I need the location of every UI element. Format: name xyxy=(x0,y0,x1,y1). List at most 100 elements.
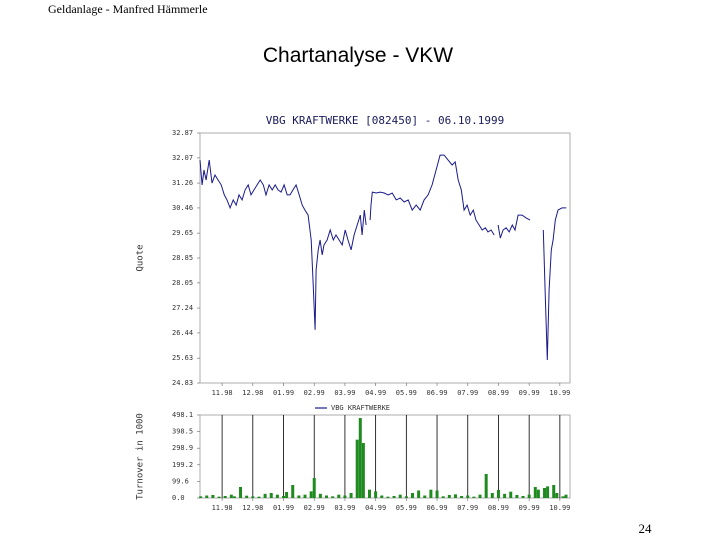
x-tick-label: 10.99 xyxy=(549,389,570,397)
bar xyxy=(239,487,243,498)
bar xyxy=(232,496,236,498)
plot-frame xyxy=(199,414,571,499)
bar xyxy=(318,493,322,498)
bar xyxy=(245,495,249,498)
bar xyxy=(205,495,209,498)
bar xyxy=(282,496,286,498)
bar xyxy=(309,491,313,498)
bar xyxy=(374,491,378,498)
bar xyxy=(490,493,494,498)
x-tick-label: 12.98 xyxy=(242,389,263,397)
y-tick-label: 0.0 xyxy=(172,494,185,502)
bar xyxy=(410,493,414,498)
bar xyxy=(275,494,279,498)
y-tick-label: 25.63 xyxy=(172,354,193,362)
x-tick-label: 09.99 xyxy=(519,389,540,397)
bar xyxy=(496,490,500,498)
bar xyxy=(380,495,384,498)
bar xyxy=(269,493,273,498)
y-tick-label: 199.2 xyxy=(172,461,193,469)
y-tick-label: 31.26 xyxy=(172,179,193,187)
x-tick-label: 05.99 xyxy=(396,389,417,397)
bar xyxy=(472,496,476,498)
x-tick-label: 07.99 xyxy=(457,504,478,512)
bar xyxy=(441,496,445,498)
bar xyxy=(211,495,215,498)
x-tick-label: 11.98 xyxy=(212,504,233,512)
y-tick-label: 30.46 xyxy=(172,204,193,212)
y-tick-label: 26.44 xyxy=(172,329,193,337)
x-tick-label: 06.99 xyxy=(427,389,448,397)
bar xyxy=(257,496,261,498)
y-tick-label: 29.65 xyxy=(172,229,193,237)
bar xyxy=(509,491,513,498)
bar xyxy=(217,496,221,498)
bar xyxy=(423,495,427,498)
x-tick-label: 05.99 xyxy=(396,504,417,512)
y-tick-label: 99.6 xyxy=(172,477,189,485)
bar xyxy=(229,494,233,498)
bar xyxy=(536,489,540,498)
y-tick-label: 28.85 xyxy=(172,254,193,262)
y-tick-label: 32.07 xyxy=(172,154,193,162)
bar xyxy=(312,478,316,498)
y-tick-label: 24.83 xyxy=(172,379,193,387)
bar xyxy=(453,494,457,498)
bar xyxy=(417,490,421,498)
bar xyxy=(478,494,482,498)
x-tick-label: 04.99 xyxy=(365,389,386,397)
chart-title: VBG KRAFTWERKE [082450] - 06.10.1999 xyxy=(266,114,504,127)
bar xyxy=(251,496,255,498)
y-tick-label: 398.5 xyxy=(172,428,193,436)
x-tick-label: 10.99 xyxy=(549,504,570,512)
bar xyxy=(297,495,301,498)
bar xyxy=(343,495,347,498)
x-tick-label: 01.99 xyxy=(273,389,294,397)
bar xyxy=(303,494,307,498)
x-tick-label: 09.99 xyxy=(519,504,540,512)
legend-label: VBG KRAFTWERKE xyxy=(331,404,390,412)
bar xyxy=(337,494,341,498)
bar xyxy=(435,490,439,498)
bar xyxy=(564,494,568,498)
bar xyxy=(358,418,362,498)
bar xyxy=(429,489,433,498)
y-tick-label: 498.1 xyxy=(172,411,193,419)
plot-frame xyxy=(199,132,571,384)
x-tick-label: 11.98 xyxy=(212,389,233,397)
x-tick-label: 12.98 xyxy=(242,504,263,512)
y-axis-label: Quote xyxy=(136,244,146,271)
y-tick-label: 298.9 xyxy=(172,444,193,452)
bar xyxy=(561,496,565,498)
bar xyxy=(466,495,470,498)
bar xyxy=(392,496,396,498)
bar xyxy=(331,496,335,498)
bar xyxy=(263,493,267,498)
bar xyxy=(398,494,402,498)
bar xyxy=(460,496,464,498)
bar xyxy=(386,496,390,498)
bar xyxy=(527,494,531,498)
bar xyxy=(223,496,227,498)
y-tick-label: 32.87 xyxy=(172,129,193,137)
bar xyxy=(285,492,289,498)
x-tick-label: 06.99 xyxy=(427,504,448,512)
bar xyxy=(355,439,359,498)
bar xyxy=(503,493,507,498)
y-tick-label: 27.24 xyxy=(172,304,193,312)
x-tick-label: 03.99 xyxy=(334,389,355,397)
x-tick-label: 08.99 xyxy=(488,504,509,512)
bar xyxy=(199,496,203,498)
price-line xyxy=(199,154,567,361)
y-axis-label: Turnover in 1000 xyxy=(136,413,146,500)
page-number: 24 xyxy=(639,521,653,536)
x-tick-label: 08.99 xyxy=(488,389,509,397)
bar xyxy=(349,493,353,498)
header: Geldanlage - Manfred Hämmerle xyxy=(48,2,208,16)
bar xyxy=(555,493,559,498)
bar xyxy=(546,486,550,498)
x-tick-label: 04.99 xyxy=(365,504,386,512)
bar xyxy=(291,485,295,498)
